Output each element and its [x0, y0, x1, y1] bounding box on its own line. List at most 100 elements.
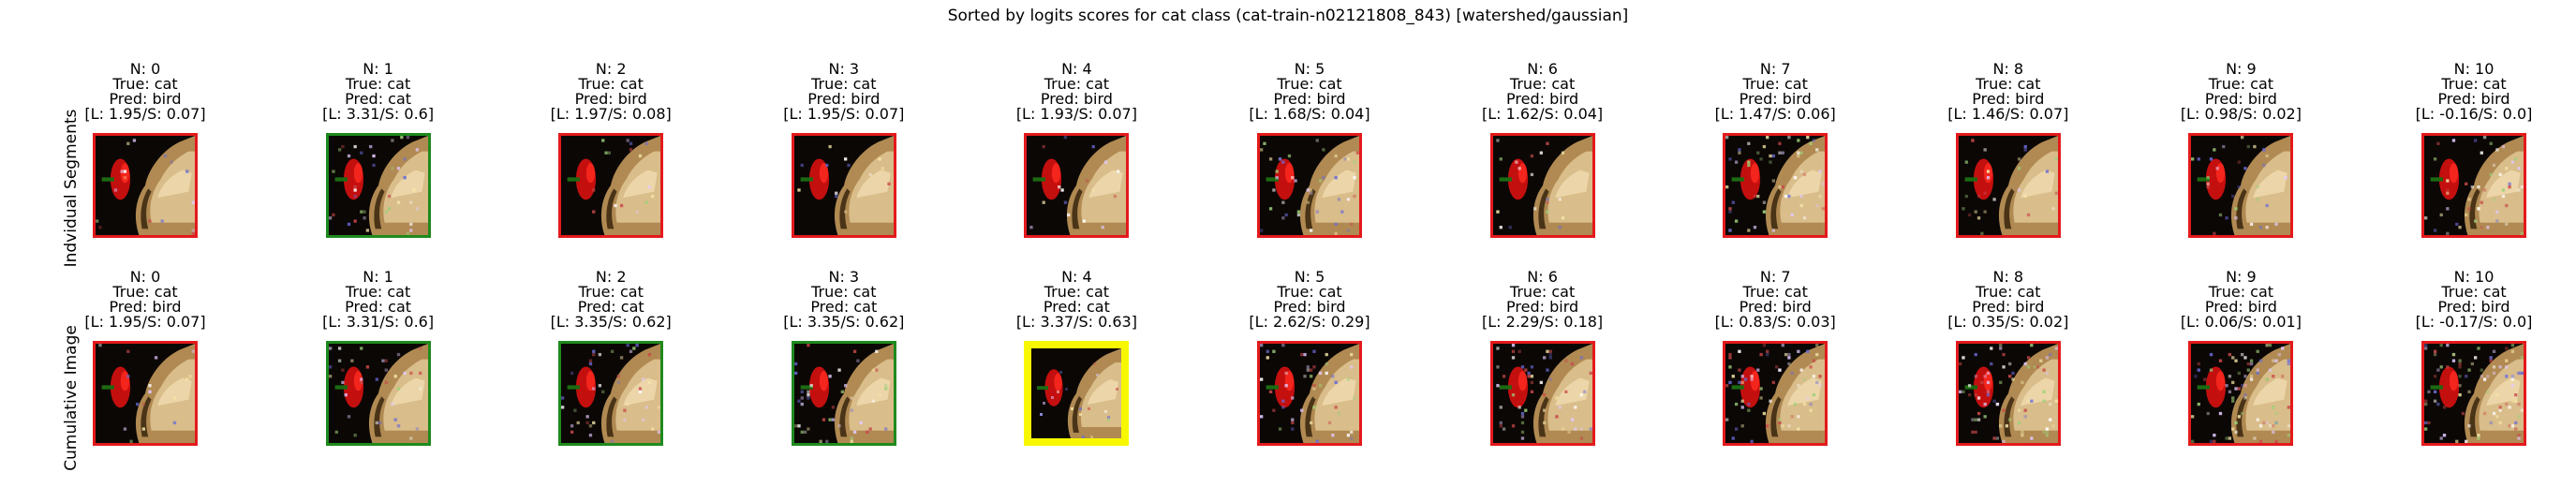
pred-label: Pred: bird [1739, 298, 1812, 316]
image-tile [2188, 133, 2294, 238]
image-tile [1024, 133, 1130, 238]
pred-label: Pred: bird [2204, 90, 2277, 108]
step-label: N: 3 [828, 268, 860, 286]
step-label: N: 2 [595, 268, 627, 286]
step-label: N: 6 [1527, 60, 1558, 78]
step-label: N: 5 [1294, 60, 1325, 78]
true-label: True: cat [1277, 283, 1342, 301]
thumbnail-image [793, 136, 894, 235]
score-label: [L: -0.17/S: 0.0] [2415, 313, 2533, 331]
true-label: True: cat [112, 75, 178, 93]
true-label: True: cat [345, 75, 411, 93]
true-label: True: cat [2441, 75, 2507, 93]
image-tile [93, 341, 198, 446]
score-label: [L: 3.35/S: 0.62] [550, 313, 672, 331]
step-label: N: 5 [1294, 268, 1325, 286]
true-label: True: cat [1509, 283, 1576, 301]
score-label: [L: 0.35/S: 0.02] [1947, 313, 2069, 331]
figure-title: Sorted by logits scores for cat class (c… [947, 7, 1629, 25]
pred-label: Pred: bird [1506, 298, 1579, 316]
score-label: [L: 0.06/S: 0.01] [2180, 313, 2302, 331]
score-label: [L: 1.93/S: 0.07] [1015, 105, 1137, 123]
step-label: N: 8 [1992, 268, 2024, 286]
step-label: N: 10 [2453, 60, 2495, 78]
score-label: [L: -0.16/S: 0.0] [2415, 105, 2533, 123]
pred-label: Pred: bird [109, 90, 182, 108]
true-label: True: cat [1976, 283, 2041, 301]
pred-label: Pred: cat [345, 298, 412, 316]
score-label: [L: 1.95/S: 0.07] [84, 313, 206, 331]
score-label: [L: 1.47/S: 0.06] [1714, 105, 1836, 123]
pred-label: Pred: bird [109, 298, 182, 316]
true-label: True: cat [112, 283, 178, 301]
score-label: [L: 1.95/S: 0.07] [84, 105, 206, 123]
score-label: [L: 1.97/S: 0.08] [550, 105, 672, 123]
thumbnail-image [1492, 344, 1592, 443]
pred-label: Pred: bird [1273, 90, 1346, 108]
image-tile [558, 133, 664, 238]
pred-label: Pred: cat [577, 298, 644, 316]
image-tile [1024, 341, 1130, 446]
image-tile [558, 341, 664, 446]
score-label: [L: 0.83/S: 0.03] [1714, 313, 1836, 331]
image-tile [1489, 341, 1595, 446]
step-label: N: 6 [1527, 268, 1558, 286]
image-tile [1723, 341, 1828, 446]
true-label: True: cat [345, 283, 411, 301]
image-tile [1955, 341, 2061, 446]
thumbnail-image [2424, 136, 2524, 235]
score-label: [L: 1.95/S: 0.07] [783, 105, 905, 123]
true-label: True: cat [2208, 283, 2274, 301]
true-label: True: cat [1277, 75, 1342, 93]
thumbnail-image [2191, 136, 2291, 235]
score-label: [L: 2.62/S: 0.29] [1249, 313, 1370, 331]
thumbnail-image [96, 136, 195, 235]
thumbnail-image [1031, 348, 1122, 438]
score-label: [L: 0.98/S: 0.02] [2180, 105, 2302, 123]
pred-label: Pred: bird [807, 90, 881, 108]
true-label: True: cat [1742, 75, 1808, 93]
pred-label: Pred: bird [1739, 90, 1812, 108]
pred-label: Pred: cat [1043, 298, 1110, 316]
thumbnail-image [1958, 344, 2058, 443]
pred-label: Pred: bird [2204, 298, 2277, 316]
true-label: True: cat [1044, 75, 1110, 93]
score-label: [L: 3.35/S: 0.62] [783, 313, 905, 331]
pred-label: Pred: bird [1972, 90, 2045, 108]
score-label: [L: 1.62/S: 0.04] [1482, 105, 1604, 123]
step-label: N: 9 [2226, 268, 2257, 286]
image-tile [2421, 133, 2526, 238]
thumbnail-image [2424, 344, 2524, 443]
true-label: True: cat [578, 283, 644, 301]
step-label: N: 0 [129, 268, 161, 286]
image-tile [1489, 133, 1595, 238]
pred-label: Pred: bird [1040, 90, 1113, 108]
step-label: N: 1 [363, 268, 393, 286]
step-label: N: 3 [828, 60, 860, 78]
pred-label: Pred: cat [810, 298, 878, 316]
true-label: True: cat [2208, 75, 2274, 93]
image-tile [2421, 341, 2526, 446]
true-label: True: cat [811, 283, 877, 301]
pred-label: Pred: bird [2437, 298, 2510, 316]
image-tile [791, 341, 896, 446]
step-label: N: 4 [1061, 268, 1092, 286]
true-label: True: cat [2441, 283, 2507, 301]
thumbnail-image [1260, 136, 1359, 235]
thumbnail-image [1725, 344, 1826, 443]
step-label: N: 7 [1759, 268, 1791, 286]
image-tile [93, 133, 198, 238]
thumbnail-image [1027, 136, 1127, 235]
thumbnail-image [1958, 136, 2058, 235]
row-label: Cumulative Image [62, 325, 81, 471]
score-label: [L: 1.46/S: 0.07] [1947, 105, 2069, 123]
thumbnail-image [1260, 344, 1359, 443]
step-label: N: 2 [595, 60, 627, 78]
score-label: [L: 3.37/S: 0.63] [1015, 313, 1137, 331]
thumbnail-image [2191, 344, 2291, 443]
true-label: True: cat [1742, 283, 1808, 301]
pred-label: Pred: bird [1506, 90, 1579, 108]
image-tile [2188, 341, 2294, 446]
pred-label: Pred: bird [574, 90, 647, 108]
thumbnail-image [561, 344, 661, 443]
